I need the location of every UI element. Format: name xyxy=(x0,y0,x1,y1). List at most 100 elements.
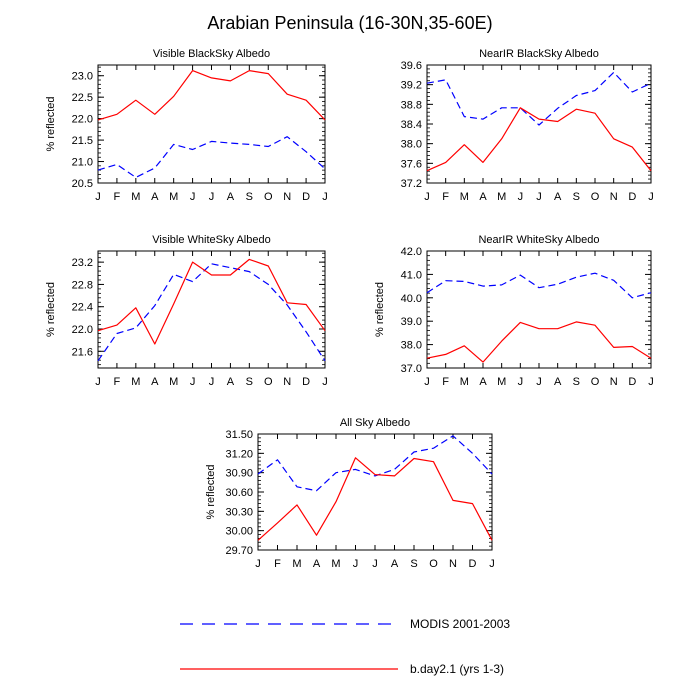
x-tick-label: N xyxy=(283,191,291,203)
x-tick-label: J xyxy=(95,376,101,388)
y-axis-label: % reflected xyxy=(45,96,57,151)
series-model-line xyxy=(426,107,652,172)
x-tick-label: N xyxy=(283,376,291,388)
x-tick-label: O xyxy=(264,376,273,388)
y-tick-label: 38.0 xyxy=(401,139,422,151)
x-tick-label: J xyxy=(536,191,542,203)
series-modis-line xyxy=(257,435,493,492)
y-tick-label: 42.0 xyxy=(401,246,422,258)
series-modis-line xyxy=(426,71,652,126)
x-tick-label: O xyxy=(591,191,600,203)
x-tick-label: M xyxy=(331,558,340,570)
y-tick-label: 41.0 xyxy=(401,269,422,281)
y-tick-label: 20.5 xyxy=(72,178,93,190)
x-tick-label: A xyxy=(554,191,562,203)
x-tick-label: M xyxy=(497,376,506,388)
x-tick-label: S xyxy=(246,191,253,203)
x-tick-label: J xyxy=(190,376,196,388)
x-tick-label: A xyxy=(227,376,235,388)
x-tick-label: S xyxy=(246,376,253,388)
x-tick-label: D xyxy=(302,191,310,203)
y-tick-label: 40.0 xyxy=(401,293,422,305)
panel-title: Visible BlackSky Albedo xyxy=(153,48,270,60)
series-modis-line xyxy=(426,272,652,299)
x-tick-label: F xyxy=(442,191,449,203)
y-tick-label: 30.00 xyxy=(225,526,253,538)
y-tick-label: 37.6 xyxy=(401,158,422,170)
y-tick-label: 23.0 xyxy=(72,71,93,83)
x-tick-label: J xyxy=(95,191,101,203)
y-tick-label: 29.70 xyxy=(225,545,253,557)
x-tick-label: A xyxy=(151,376,159,388)
y-tick-label: 30.90 xyxy=(225,468,253,480)
y-tick-label: 39.6 xyxy=(401,60,422,72)
y-tick-label: 38.8 xyxy=(401,99,422,111)
x-tick-label: D xyxy=(469,558,477,570)
series-model-line xyxy=(426,321,652,363)
x-tick-label: A xyxy=(313,558,321,570)
x-tick-label: M xyxy=(292,558,301,570)
x-tick-label: J xyxy=(372,558,378,570)
x-tick-label: J xyxy=(536,376,542,388)
x-tick-label: J xyxy=(255,558,261,570)
panel-title: All Sky Albedo xyxy=(340,417,410,429)
x-tick-label: S xyxy=(573,376,580,388)
x-tick-label: D xyxy=(628,191,636,203)
x-tick-label: O xyxy=(429,558,438,570)
x-tick-label: D xyxy=(628,376,636,388)
x-tick-label: A xyxy=(391,558,399,570)
y-tick-label: 22.8 xyxy=(72,279,93,291)
x-tick-label: J xyxy=(209,376,215,388)
x-tick-label: J xyxy=(322,191,328,203)
y-tick-label: 31.50 xyxy=(225,429,253,441)
series-model-line xyxy=(97,69,326,121)
y-tick-label: 37.0 xyxy=(401,363,422,375)
series-model-line xyxy=(97,258,326,345)
x-tick-label: J xyxy=(322,376,328,388)
x-tick-label: A xyxy=(479,376,487,388)
plot-frame xyxy=(426,250,652,369)
x-tick-label: M xyxy=(460,191,469,203)
x-tick-label: M xyxy=(131,376,140,388)
x-tick-label: S xyxy=(573,191,580,203)
y-tick-label: 30.60 xyxy=(225,487,253,499)
plot-frame xyxy=(426,64,652,184)
y-tick-label: 38.4 xyxy=(401,119,422,131)
x-tick-label: N xyxy=(610,376,618,388)
x-tick-label: J xyxy=(209,191,215,203)
y-tick-label: 22.4 xyxy=(72,302,93,314)
y-tick-label: 39.0 xyxy=(401,316,422,328)
panel-title: NearIR WhiteSky Albedo xyxy=(478,234,599,246)
series-modis-line xyxy=(97,136,326,178)
x-tick-label: J xyxy=(424,376,430,388)
y-tick-label: 39.2 xyxy=(401,80,422,92)
x-tick-label: J xyxy=(518,191,524,203)
x-tick-label: F xyxy=(274,558,281,570)
x-tick-label: A xyxy=(479,191,487,203)
x-tick-label: F xyxy=(442,376,449,388)
x-tick-label: J xyxy=(353,558,359,570)
x-tick-label: F xyxy=(114,376,121,388)
x-tick-label: J xyxy=(424,191,430,203)
y-tick-label: 31.20 xyxy=(225,448,253,460)
x-tick-label: S xyxy=(410,558,417,570)
x-tick-label: N xyxy=(610,191,618,203)
series-modis-line xyxy=(97,263,326,362)
y-tick-label: 21.6 xyxy=(72,346,93,358)
y-axis-label: % reflected xyxy=(205,464,217,519)
plot-frame xyxy=(257,433,493,551)
x-tick-label: A xyxy=(554,376,562,388)
x-tick-label: J xyxy=(489,558,495,570)
plot-frame xyxy=(97,64,326,184)
y-axis-label: % reflected xyxy=(374,282,386,337)
x-tick-label: J xyxy=(648,376,654,388)
figure-title: Arabian Peninsula (16-30N,35-60E) xyxy=(207,13,492,33)
x-tick-label: J xyxy=(190,191,196,203)
y-tick-label: 37.2 xyxy=(401,178,422,190)
y-tick-label: 21.0 xyxy=(72,157,93,169)
